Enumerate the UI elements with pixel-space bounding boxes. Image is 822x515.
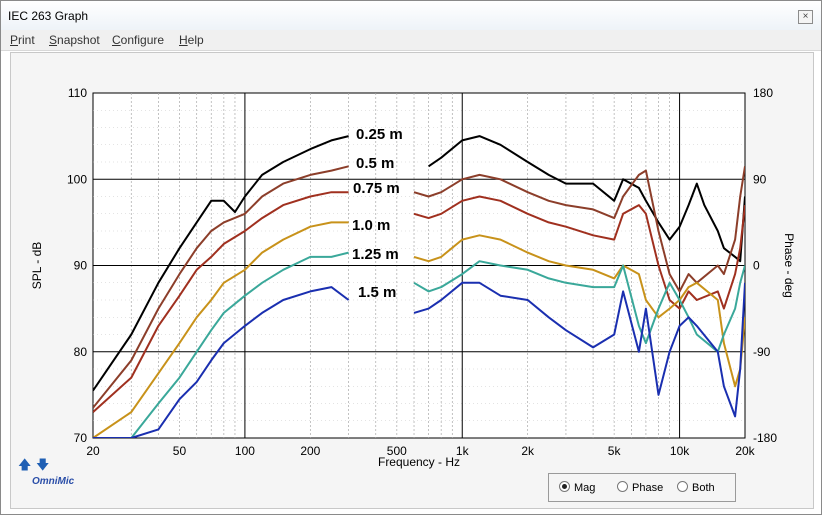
- series-label: 1.5 m: [358, 284, 396, 301]
- radio-phase-label: Phase: [632, 482, 664, 494]
- view-mode-selector: Mag Phase Both: [548, 473, 736, 502]
- series-line: [93, 165, 745, 409]
- y-tick-label: 110: [68, 86, 87, 100]
- title-bar: IEC 263 Graph ×: [1, 1, 821, 30]
- series-line: [93, 221, 745, 438]
- y-tick-label: 70: [74, 431, 88, 445]
- window-title: IEC 263 Graph: [8, 9, 89, 23]
- radio-mag[interactable]: Mag: [559, 481, 595, 494]
- series-line: [93, 191, 745, 413]
- y-tick-label: 90: [74, 259, 88, 273]
- x-tick-label: 100: [235, 444, 255, 458]
- x-tick-label: 5k: [608, 444, 622, 458]
- x-tick-label: 20: [86, 444, 100, 458]
- y2-tick-label: -180: [753, 431, 777, 445]
- menu-help[interactable]: Help: [179, 33, 204, 47]
- menu-bar: Print Snapshot Configure Help: [1, 30, 821, 51]
- radio-selected-icon: [559, 481, 570, 492]
- x-tick-label: 50: [173, 444, 187, 458]
- y2-tick-label: 90: [753, 172, 767, 186]
- close-button[interactable]: ×: [798, 10, 813, 24]
- scroll-up-arrow-icon[interactable]: 🡅: [18, 457, 32, 472]
- y2-tick-label: 0: [753, 259, 760, 273]
- radio-phase[interactable]: Phase: [617, 481, 663, 494]
- x-tick-label: 1k: [456, 444, 470, 458]
- y2-tick-label: 180: [753, 86, 773, 100]
- y-tick-label: 100: [67, 172, 87, 186]
- x-tick-label: 500: [387, 444, 407, 458]
- x-tick-label: 200: [300, 444, 320, 458]
- menu-print[interactable]: Print: [10, 33, 35, 47]
- series-line: [93, 251, 745, 438]
- x-tick-label: 2k: [521, 444, 535, 458]
- y2-axis-label: Phase - deg: [782, 233, 796, 298]
- series-label: 0.25 m: [356, 126, 403, 143]
- radio-unselected-icon: [677, 481, 688, 492]
- radio-mag-label: Mag: [574, 482, 596, 494]
- menu-configure[interactable]: Configure: [112, 33, 165, 47]
- x-tick-label: 20k: [735, 444, 755, 458]
- scroll-down-arrow-icon[interactable]: 🡇: [36, 457, 50, 472]
- radio-unselected-icon: [617, 481, 628, 492]
- series-label: 0.5 m: [356, 155, 394, 172]
- y-axis-label: SPL - dB: [30, 242, 44, 290]
- omnimic-logo: OmniMic: [32, 476, 75, 487]
- x-axis-label: Frequency - Hz: [378, 455, 460, 469]
- series-label: 0.75 m: [353, 180, 400, 197]
- y-tick-label: 80: [74, 345, 88, 359]
- series-label: 1.0 m: [352, 217, 390, 234]
- menu-snapshot[interactable]: Snapshot: [49, 33, 100, 47]
- series-label: 1.25 m: [352, 246, 399, 263]
- series-line: [93, 281, 745, 438]
- y2-tick-label: -90: [753, 345, 771, 359]
- x-tick-label: 10k: [670, 444, 690, 458]
- radio-both-label: Both: [692, 482, 715, 494]
- radio-both[interactable]: Both: [677, 481, 715, 494]
- series-line: [93, 135, 745, 392]
